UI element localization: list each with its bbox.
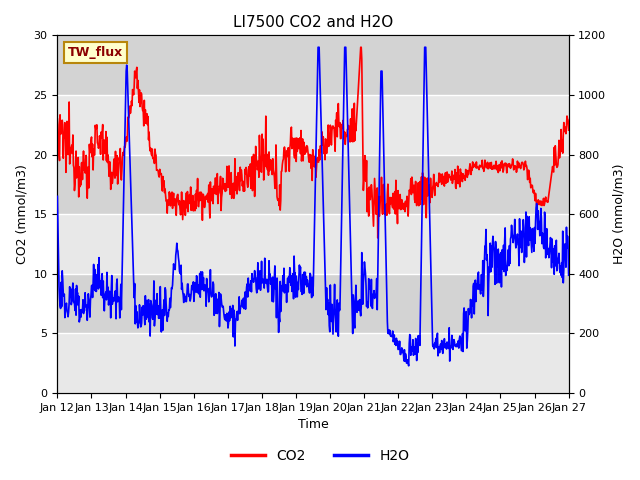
H2O <box>540 246 548 252</box>
H2O <box>54 193 61 199</box>
H2O <box>564 272 572 278</box>
CO2 <box>374 235 381 241</box>
CO2 <box>548 168 556 173</box>
CO2 <box>148 146 156 152</box>
CO2 <box>540 203 548 208</box>
CO2 <box>54 116 61 122</box>
Bar <box>58 274 568 334</box>
Bar <box>58 155 568 214</box>
H2O <box>548 236 556 242</box>
H2O <box>78 310 86 315</box>
Bar <box>58 214 568 274</box>
H2O <box>405 363 413 369</box>
Legend: CO2, H2O: CO2, H2O <box>225 443 415 468</box>
Bar <box>58 334 568 393</box>
H2O <box>266 276 273 282</box>
Line: H2O: H2O <box>58 47 568 366</box>
H2O <box>314 44 322 50</box>
Bar <box>58 36 568 95</box>
CO2 <box>564 127 572 133</box>
Y-axis label: H2O (mmol/m3): H2O (mmol/m3) <box>612 164 625 264</box>
CO2 <box>78 160 86 166</box>
Line: CO2: CO2 <box>58 47 568 238</box>
Bar <box>58 95 568 155</box>
Text: TW_flux: TW_flux <box>68 46 123 59</box>
CO2 <box>357 44 365 50</box>
CO2 <box>355 82 362 87</box>
Y-axis label: CO2 (mmol/m3): CO2 (mmol/m3) <box>15 164 28 264</box>
X-axis label: Time: Time <box>298 419 328 432</box>
H2O <box>148 315 156 321</box>
H2O <box>355 308 363 313</box>
CO2 <box>266 168 273 174</box>
Title: LI7500 CO2 and H2O: LI7500 CO2 and H2O <box>233 15 393 30</box>
